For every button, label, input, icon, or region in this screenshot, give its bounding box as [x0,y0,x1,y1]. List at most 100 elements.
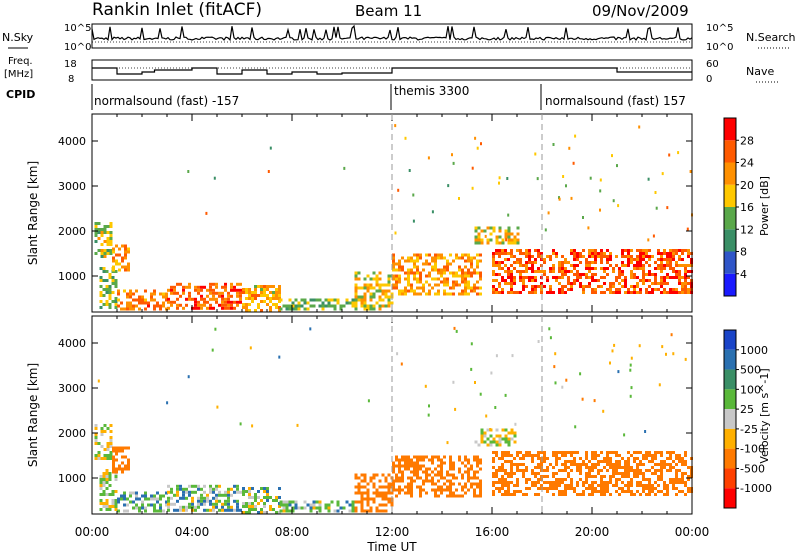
data-cell [378,304,382,308]
data-cell [159,497,162,501]
data-cell [687,282,690,285]
data-cell [597,279,600,282]
data-cell [525,255,528,258]
data-cell [561,469,564,472]
data-cell [661,172,664,176]
data-cell [480,440,484,444]
data-cell [354,473,358,477]
data-cell [206,499,209,503]
data-cell [639,481,642,484]
data-cell [272,499,275,502]
data-cell [639,460,642,463]
data-cell [510,238,514,242]
data-cell [597,255,600,258]
data-cell [360,301,364,305]
data-cell [318,503,322,507]
data-cell [504,258,507,261]
data-cell [218,294,221,298]
data-cell [486,226,490,230]
data-cell [381,289,385,293]
data-cell [591,481,594,484]
data-cell [615,469,618,472]
data-cell [127,247,130,251]
data-cell [666,451,669,454]
data-cell [111,282,115,285]
noise-search-label: N.Search [746,31,796,44]
data-cell [147,304,150,308]
data-cell [543,487,546,490]
data-cell [513,261,516,264]
data-cell [395,458,398,462]
data-cell [203,297,206,301]
data-cell [627,249,630,252]
data-cell [112,455,115,459]
data-cell [115,446,118,450]
data-cell [321,301,325,305]
data-cell [345,301,349,305]
data-cell [159,304,162,308]
data-cell [612,282,615,285]
data-cell [464,464,467,468]
data-cell [511,354,514,358]
data-cell [392,253,395,257]
data-cell [170,487,173,491]
data-cell [404,461,407,465]
data-cell [97,222,101,225]
data-cell [498,273,501,276]
data-cell [446,470,449,474]
data-cell [396,352,399,356]
data-cell [638,125,641,129]
data-cell [513,291,516,294]
data-cell [576,484,579,487]
data-cell [470,476,473,480]
data-cell [153,509,156,513]
data-cell [227,502,230,506]
data-cell [109,430,113,433]
data-cell [398,268,401,272]
data-cell [97,442,101,445]
data-cell [109,231,113,234]
data-cell [594,267,597,270]
colorbar-tick-label: 1000 [740,344,768,357]
colorbar-tick-label: 25 [740,403,754,416]
data-cell [585,472,588,475]
data-cell [129,292,132,296]
data-cell [471,166,474,170]
data-cell [504,393,507,397]
data-cell [162,304,165,308]
data-cell [97,379,100,383]
colorbar-swatch [724,140,736,163]
data-cell [428,473,431,477]
data-cell [103,255,107,258]
data-cell [117,304,120,308]
data-cell [212,288,215,292]
data-cell [672,466,675,469]
data-cell [455,476,458,480]
data-cell [492,490,495,493]
data-cell [477,232,481,236]
data-cell [303,500,307,504]
data-cell [498,291,501,294]
data-cell [567,484,570,487]
data-cell [666,484,669,487]
data-cell [470,265,473,269]
data-cell [221,306,224,310]
data-cell [395,280,398,284]
data-cell [627,490,630,493]
data-cell [297,304,301,308]
data-cell [510,475,513,478]
data-cell [642,457,645,460]
data-cell [555,276,558,279]
data-cell [615,484,618,487]
data-cell [507,232,511,236]
data-cell [407,488,410,492]
data-cell [446,473,449,477]
data-cell [471,186,474,190]
data-cell [660,463,663,466]
data-cell [543,460,546,463]
data-cell [642,472,645,475]
data-cell [410,289,413,293]
data-cell [413,262,416,266]
data-cell [427,156,430,160]
data-cell [665,352,667,356]
